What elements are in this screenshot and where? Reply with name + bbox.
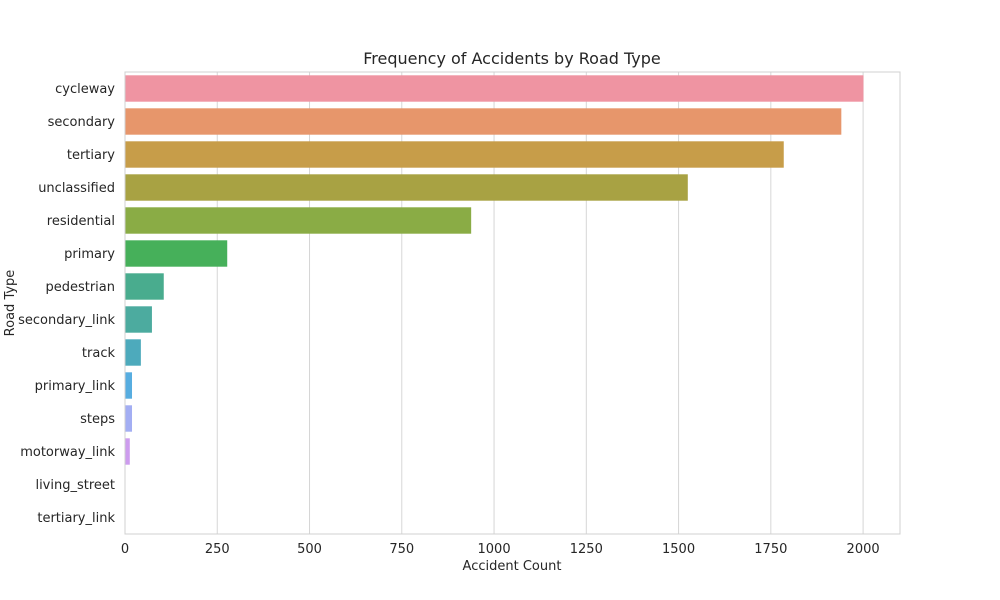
x-tick-label: 1000 <box>478 542 511 557</box>
y-tick-label: secondary_link <box>18 313 115 328</box>
bar-secondary <box>125 108 842 135</box>
y-tick-label: steps <box>80 412 115 427</box>
x-tick-label: 750 <box>389 542 414 557</box>
bar-primary <box>125 240 228 267</box>
x-tick-label: 1500 <box>662 542 695 557</box>
bar-primary-link <box>125 372 133 399</box>
y-tick-label: motorway_link <box>20 445 115 460</box>
bar-track <box>125 339 141 366</box>
bar-unclassified <box>125 174 688 201</box>
bar-secondary-link <box>125 306 152 333</box>
y-tick-label: living_street <box>35 478 115 493</box>
y-tick-label: cycleway <box>55 82 115 97</box>
x-tick-label: 250 <box>205 542 230 557</box>
y-tick-label: residential <box>47 214 115 229</box>
plot-frame <box>124 71 901 535</box>
y-tick-label: tertiary <box>67 148 115 163</box>
chart-title: Frequency of Accidents by Road Type <box>363 49 660 68</box>
x-tick-labels: 0 250 500 750 1000 1250 1500 1750 2000 <box>121 542 880 557</box>
y-tick-label: track <box>82 346 116 361</box>
x-axis-label: Accident Count <box>463 559 562 574</box>
y-tick-label: secondary <box>48 115 116 130</box>
x-tick-label: 0 <box>121 542 129 557</box>
bar-pedestrian <box>125 273 164 300</box>
y-axis-label: Road Type <box>3 270 18 337</box>
y-tick-labels: cycleway secondary tertiary unclassified res… <box>18 82 115 526</box>
y-tick-label: unclassified <box>38 181 115 196</box>
y-tick-label: primary <box>64 247 115 262</box>
bars <box>125 75 864 531</box>
bar-steps <box>125 405 133 432</box>
bar-tertiary <box>125 141 784 168</box>
bar-cycleway <box>125 75 864 102</box>
y-tick-label: pedestrian <box>45 280 115 295</box>
bar-residential <box>125 207 472 234</box>
x-tick-label: 500 <box>297 542 322 557</box>
x-tick-label: 1250 <box>570 542 603 557</box>
bar-motorway-link <box>125 438 130 465</box>
x-tick-label: 1750 <box>754 542 787 557</box>
x-tick-label: 2000 <box>847 542 880 557</box>
y-tick-label: tertiary_link <box>37 511 115 526</box>
y-tick-label: primary_link <box>35 379 116 394</box>
